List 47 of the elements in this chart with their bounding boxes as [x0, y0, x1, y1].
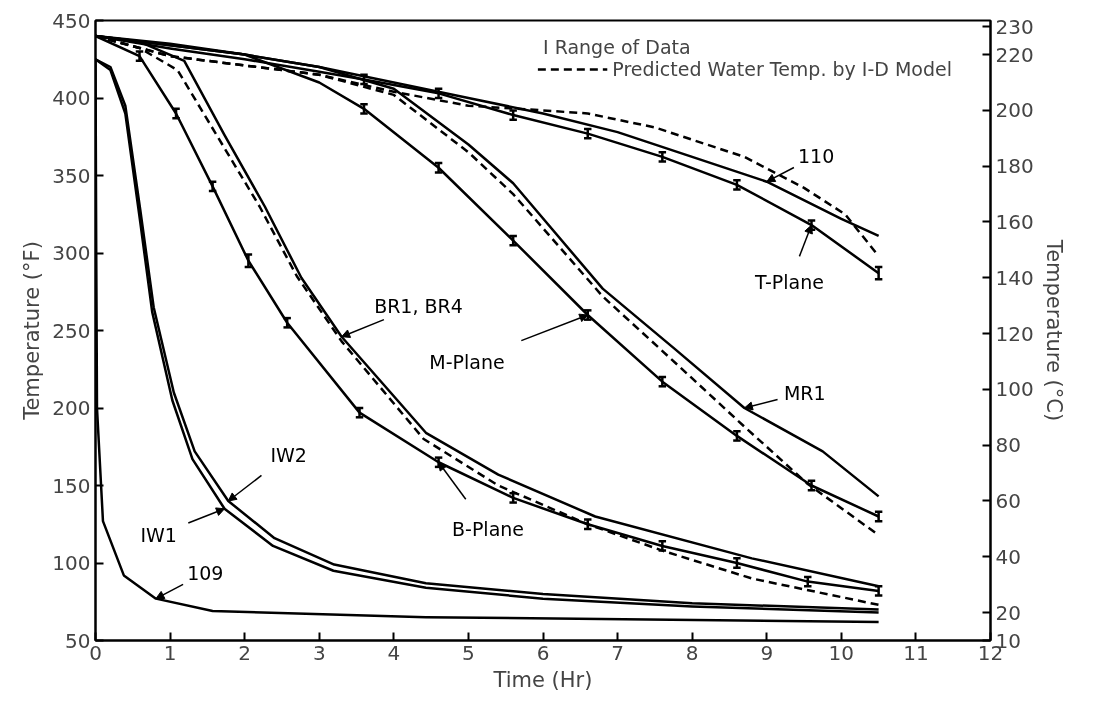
y2-tick-label: 200	[995, 98, 1034, 123]
y-tick-label: 100	[52, 551, 91, 575]
annotation: M-Plane	[429, 350, 505, 373]
y2-tick-label: 40	[995, 544, 1021, 569]
y2-tick-label: 230	[995, 14, 1034, 39]
x-tick-label: 0	[89, 640, 102, 665]
y-tick-label: 350	[52, 163, 91, 188]
y-tick-label: 300	[52, 241, 91, 265]
x-tick-label: 1	[163, 640, 177, 665]
annotation: I Range of Data	[543, 36, 691, 58]
x-tick-label: 4	[387, 640, 401, 665]
y-tick-label: 200	[52, 396, 91, 420]
x-tick-label: 9	[760, 640, 774, 665]
annotation: 109	[187, 561, 224, 584]
x-tick-label: 8	[685, 640, 699, 665]
y-tick-label: 50	[65, 628, 91, 653]
x-tick-label: 5	[462, 640, 475, 665]
annotation: MR1	[783, 381, 826, 404]
y2-tick-label: 160	[995, 209, 1034, 234]
annotation: 110	[798, 144, 835, 167]
x-axis-title: Time (Hr)	[492, 667, 593, 692]
legend-label: Predicted Water Temp. by I-D Model	[612, 58, 952, 80]
y2-tick-label: 60	[995, 488, 1021, 513]
y-tick-label: 450	[52, 8, 91, 33]
x-tick-label: 2	[238, 640, 252, 665]
y2-tick-label: 80	[995, 433, 1021, 458]
x-tick-label: 7	[611, 640, 624, 665]
y2-axis-title: Temperature (°C)	[1041, 238, 1066, 422]
annotation: BR1, BR4	[374, 294, 463, 317]
y-tick-label: 150	[52, 473, 91, 498]
y2-tick-label: 120	[995, 321, 1034, 346]
annotation: T-Plane	[754, 270, 824, 293]
annotation: IW2	[270, 443, 307, 466]
x-tick-label: 11	[903, 640, 929, 665]
y2-tick-label: 140	[995, 265, 1034, 290]
y2-tick-label: 220	[995, 42, 1034, 67]
y2-tick-label: 180	[995, 154, 1034, 179]
annotation: IW1	[140, 523, 177, 546]
y-axis-title: Temperature (°F)	[20, 241, 45, 421]
y2-tick-label: 100	[995, 377, 1034, 402]
y-tick-label: 400	[52, 86, 91, 110]
y2-tick-label: 20	[995, 600, 1021, 625]
x-tick-label: 6	[536, 640, 550, 665]
annotation: B-Plane	[452, 518, 525, 541]
x-tick-label: 3	[312, 640, 326, 665]
x-tick-label: 10	[828, 640, 855, 665]
y-tick-label: 250	[52, 318, 91, 343]
